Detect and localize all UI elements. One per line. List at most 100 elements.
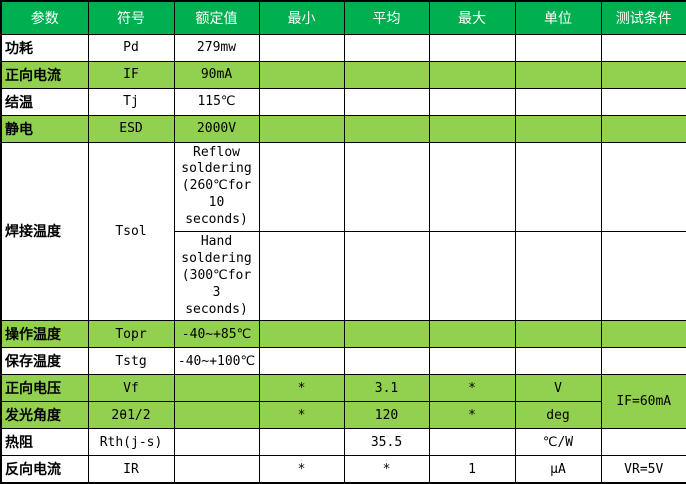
rated-cell: 115℃ xyxy=(173,87,260,116)
unit-cell: ℃/W xyxy=(514,428,602,457)
symbol-cell: Pd xyxy=(87,33,175,62)
header-row: 参数 符号 额定值 最小 平均 最大 单位 测试条件 xyxy=(0,0,686,35)
avg-cell: 3.1 xyxy=(343,374,430,403)
avg-cell: * xyxy=(343,455,430,484)
symbol-cell: IF xyxy=(87,60,175,89)
unit-cell xyxy=(514,33,602,62)
condition-cell xyxy=(600,60,686,89)
max-cell xyxy=(428,428,516,457)
unit-cell xyxy=(514,114,602,143)
param-cell: 静电 xyxy=(0,114,89,143)
row-forward-current: 正向电流 IF 90mA xyxy=(0,60,686,89)
row-viewing-angle: 发光角度 2θ1/2 * 120 * deg xyxy=(0,401,686,430)
header-max: 最大 xyxy=(428,0,516,35)
unit-cell xyxy=(514,347,602,376)
row-reverse-current: 反向电流 IR * * 1 μA VR=5V xyxy=(0,455,686,484)
row-soldering-temperature-reflow: 焊接温度 Tsol Reflow soldering (260℃for 10 s… xyxy=(0,141,686,322)
row-esd: 静电 ESD 2000V xyxy=(0,114,686,143)
symbol-cell: 2θ1/2 xyxy=(87,401,175,430)
symbol-cell: Tstg xyxy=(87,347,175,376)
avg-cell xyxy=(343,141,430,232)
rated-cell-reflow: Reflow soldering (260℃for 10 seconds) xyxy=(173,141,260,232)
header-unit: 单位 xyxy=(514,0,602,35)
symbol-cell: IR xyxy=(87,455,175,484)
rated-cell xyxy=(173,401,260,430)
row-junction-temperature: 结温 Tj 115℃ xyxy=(0,87,686,116)
condition-cell xyxy=(600,114,686,143)
symbol-cell: Topr xyxy=(87,320,175,349)
avg-cell xyxy=(343,60,430,89)
condition-cell xyxy=(600,428,686,457)
avg-cell: 120 xyxy=(343,401,430,430)
rated-cell: -40~+85℃ xyxy=(173,320,260,349)
condition-cell xyxy=(600,230,686,322)
rated-cell: 279mw xyxy=(173,33,260,62)
param-cell: 发光角度 xyxy=(0,401,89,430)
avg-cell: 35.5 xyxy=(343,428,430,457)
param-cell: 热阻 xyxy=(0,428,89,457)
rated-cell: 2000V xyxy=(173,114,260,143)
unit-cell: μA xyxy=(514,455,602,484)
header-symbol: 符号 xyxy=(87,0,175,35)
unit-cell xyxy=(514,60,602,89)
unit-cell: deg xyxy=(514,401,602,430)
condition-cell xyxy=(600,87,686,116)
condition-cell: VR=5V xyxy=(600,455,686,484)
header-min: 最小 xyxy=(258,0,345,35)
min-cell xyxy=(258,320,345,349)
condition-cell xyxy=(600,33,686,62)
row-power-dissipation: 功耗 Pd 279mw xyxy=(0,33,686,62)
min-cell: * xyxy=(258,455,345,484)
param-cell: 正向电流 xyxy=(0,60,89,89)
param-cell: 操作温度 xyxy=(0,320,89,349)
min-cell xyxy=(258,60,345,89)
row-forward-voltage: 正向电压 Vf * 3.1 * V IF=60mA xyxy=(0,374,686,430)
unit-cell xyxy=(514,141,602,232)
header-test-condition: 测试条件 xyxy=(600,0,686,35)
rated-cell: 90mA xyxy=(173,60,260,89)
min-cell: * xyxy=(258,401,345,430)
param-cell: 功耗 xyxy=(0,33,89,62)
symbol-cell: ESD xyxy=(87,114,175,143)
row-thermal-resistance: 热阻 Rth(j-s) 35.5 ℃/W xyxy=(0,428,686,457)
condition-cell xyxy=(600,347,686,376)
avg-cell xyxy=(343,230,430,322)
symbol-cell: Tj xyxy=(87,87,175,116)
max-cell: * xyxy=(428,401,516,430)
avg-cell xyxy=(343,320,430,349)
rated-cell xyxy=(173,374,260,403)
condition-cell: IF=60mA xyxy=(600,374,686,430)
min-cell xyxy=(258,141,345,232)
unit-cell: V xyxy=(514,374,602,403)
unit-cell xyxy=(514,230,602,322)
max-cell xyxy=(428,141,516,232)
min-cell: * xyxy=(258,374,345,403)
rated-cell xyxy=(173,455,260,484)
max-cell xyxy=(428,230,516,322)
max-cell xyxy=(428,33,516,62)
condition-cell xyxy=(600,141,686,232)
condition-cell xyxy=(600,320,686,349)
header-avg: 平均 xyxy=(343,0,430,35)
row-soldering-temperature-hand: Hand soldering(300℃for 3 seconds) xyxy=(1,230,686,322)
param-cell: 焊接温度 xyxy=(0,141,89,322)
avg-cell xyxy=(343,347,430,376)
param-cell: 保存温度 xyxy=(0,347,89,376)
max-cell xyxy=(428,320,516,349)
max-cell: * xyxy=(428,374,516,403)
unit-cell xyxy=(514,87,602,116)
max-cell xyxy=(428,87,516,116)
min-cell xyxy=(258,230,345,322)
header-parameter: 参数 xyxy=(0,0,89,35)
param-cell: 结温 xyxy=(0,87,89,116)
max-cell xyxy=(428,347,516,376)
rated-cell: -40~+100℃ xyxy=(173,347,260,376)
rated-cell xyxy=(173,428,260,457)
symbol-cell: Rth(j-s) xyxy=(87,428,175,457)
min-cell xyxy=(258,114,345,143)
min-cell xyxy=(258,87,345,116)
avg-cell xyxy=(343,33,430,62)
unit-cell xyxy=(514,320,602,349)
min-cell xyxy=(258,428,345,457)
